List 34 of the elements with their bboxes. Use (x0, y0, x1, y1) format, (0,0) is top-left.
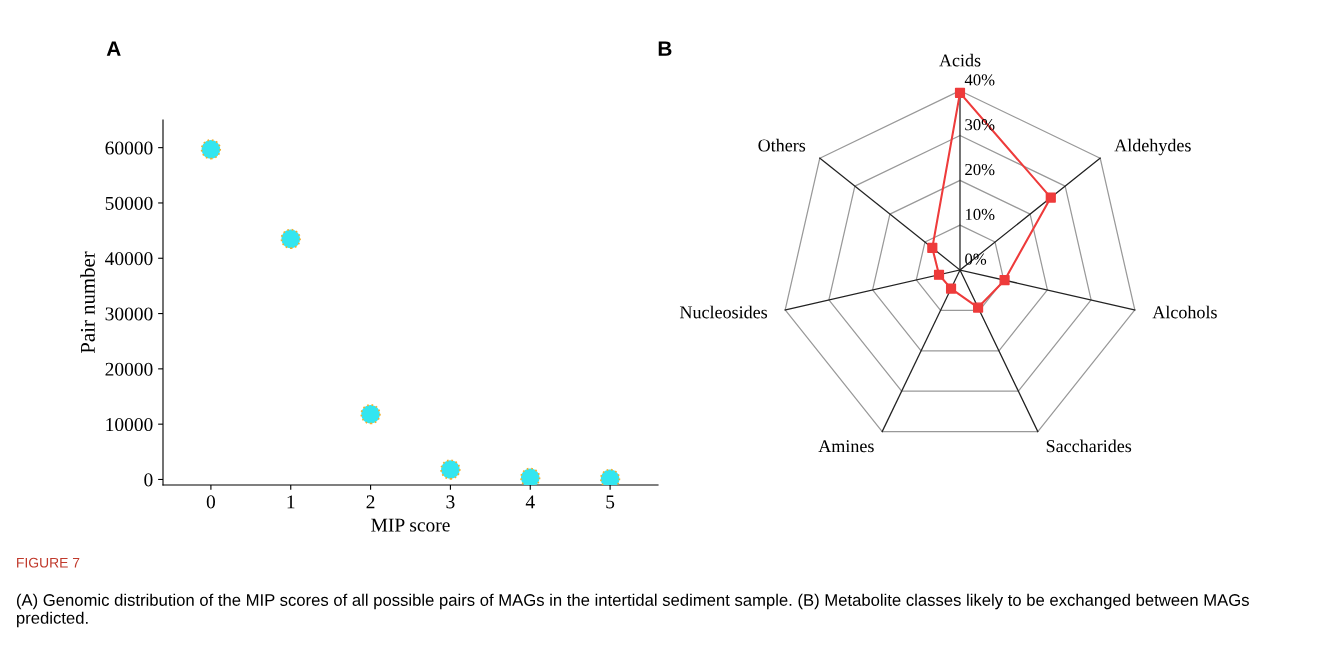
spoke-label: Aldehydes (1114, 138, 1191, 156)
x-tick-label: 3 (446, 495, 455, 509)
point (360, 404, 381, 425)
text: (A) Genomic distribution of the MIP scores of all possible pairs of MAGs in the intertidal sediment sample. (B) Metabolite classes likely to be exchanged between MAGs predicted. (16, 593, 1249, 628)
text: A (106, 41, 121, 56)
x-axis-title: MIP score (371, 518, 450, 532)
x-tick-label: 0 (206, 495, 216, 509)
point (440, 459, 461, 480)
y-tick-label: 30000 (105, 307, 153, 321)
spoke-label: Alcohols (1152, 305, 1217, 319)
x-tick-label: 2 (366, 495, 375, 509)
y-tick-label: 60000 (105, 141, 153, 155)
spoke-label: Acids (939, 53, 981, 67)
x-tick-label: 1 (287, 495, 295, 509)
spoke-label: Amines (818, 440, 874, 453)
spoke-label: Nucleosides (679, 305, 768, 319)
x-tick-label: 4 (525, 495, 535, 509)
text: B (658, 41, 672, 56)
y-tick-label: 10000 (106, 417, 153, 432)
caption: FIGURE 7 (17, 557, 80, 568)
y-tick-label: 40000 (105, 252, 153, 266)
y-tick-label: 10% (965, 208, 995, 221)
y-tick-label: 40% (964, 74, 995, 86)
point (200, 139, 222, 160)
y-tick-label: 0 (144, 473, 153, 487)
spoke-label: Saccharides (1046, 439, 1132, 453)
y-tick-label: 20% (965, 163, 995, 176)
spoke-label: Others (758, 138, 806, 152)
point (520, 467, 541, 485)
y-axis-title: Pair number (80, 251, 95, 354)
x-tick-label: 5 (606, 495, 615, 509)
y-tick-label: 20000 (105, 362, 153, 376)
y-tick-label: 50000 (105, 196, 153, 210)
point (280, 228, 301, 250)
